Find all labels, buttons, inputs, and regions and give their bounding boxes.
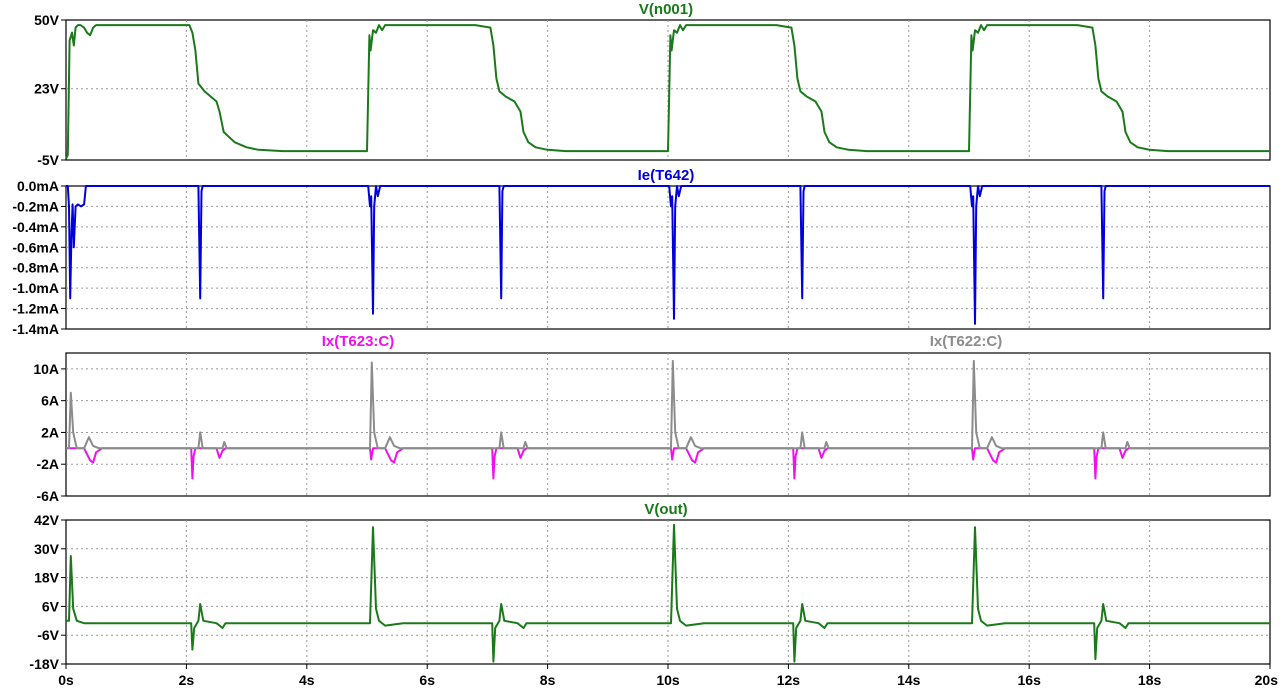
x-tick-label: 10s bbox=[656, 672, 680, 688]
y-tick-label: 18V bbox=[34, 570, 60, 586]
trace-ix-t622-c- bbox=[66, 359, 1270, 450]
x-tick-label: 0s bbox=[58, 672, 74, 688]
y-tick-label: 6V bbox=[42, 598, 60, 614]
pane-vout: 42V 30V 18V 6V -6V -18V V(out) bbox=[29, 501, 1271, 672]
y-tick-label: 50V bbox=[34, 12, 60, 28]
x-tick-label: 16s bbox=[1018, 672, 1042, 688]
x-tick-label: 20s bbox=[1255, 672, 1279, 688]
y-tick-label: 23V bbox=[34, 81, 60, 97]
y-tick-label: -1.2mA bbox=[12, 301, 59, 317]
y-tick-label: 42V bbox=[34, 512, 60, 528]
y-tick-label: -0.8mA bbox=[12, 260, 59, 276]
trace-v-n001- bbox=[65, 24, 1270, 160]
series-title: Ix(T622:C) bbox=[930, 333, 1003, 350]
y-tick-label: -0.2mA bbox=[12, 198, 59, 214]
x-tick-label: 18s bbox=[1138, 672, 1162, 688]
y-tick-label: 2A bbox=[41, 424, 59, 440]
trace-ie-t642- bbox=[66, 185, 1270, 325]
y-tick-label: -2A bbox=[36, 456, 59, 472]
panes-layer: -5V 23V 50V V(n001) 0.0mA -0.2mA -0.4mA -0.6mA -… bbox=[12, 1, 1271, 672]
x-tick-label: 8s bbox=[540, 672, 556, 688]
y-tick-label: -6A bbox=[36, 488, 59, 504]
x-tick-label: 14s bbox=[897, 672, 921, 688]
y-tick-label: -0.6mA bbox=[12, 239, 59, 255]
series-title: Ie(T642) bbox=[638, 167, 695, 184]
y-tick-label: -18V bbox=[29, 656, 59, 672]
series-title: V(n001) bbox=[639, 1, 693, 18]
series-title: Ix(T623:C) bbox=[322, 333, 395, 350]
pane-vn001: -5V 23V 50V V(n001) bbox=[34, 1, 1271, 168]
x-tick-label: 4s bbox=[299, 672, 315, 688]
y-tick-label: -6V bbox=[37, 627, 59, 643]
pane-ie: 0.0mA -0.2mA -0.4mA -0.6mA -0.8mA -1.0mA -1.2m… bbox=[12, 167, 1271, 337]
trace-v-out- bbox=[66, 523, 1270, 663]
y-tick-label: 10A bbox=[33, 361, 59, 377]
trace-ix-t623-c- bbox=[66, 447, 1270, 480]
y-tick-label: -1.0mA bbox=[12, 280, 59, 296]
y-tick-label: -1.4mA bbox=[12, 321, 59, 337]
pane-ix: 10A 6A 2A -2A -6A Ix(T623:C) Ix(T622:C) bbox=[33, 333, 1271, 504]
y-tick-label: 0.0mA bbox=[17, 178, 59, 194]
y-tick-label: -5V bbox=[37, 152, 59, 168]
series-title: V(out) bbox=[644, 501, 687, 518]
x-tick-label: 12s bbox=[777, 672, 801, 688]
x-axis-ticks: 0s 2s 4s 6s 8s 10s 12s 14s 16s 18s 20s bbox=[58, 664, 1278, 688]
y-tick-label: -0.4mA bbox=[12, 219, 59, 235]
x-tick-label: 2s bbox=[179, 672, 195, 688]
x-tick-label: 6s bbox=[419, 672, 435, 688]
y-tick-label: 30V bbox=[34, 541, 60, 557]
y-tick-label: 6A bbox=[41, 393, 59, 409]
